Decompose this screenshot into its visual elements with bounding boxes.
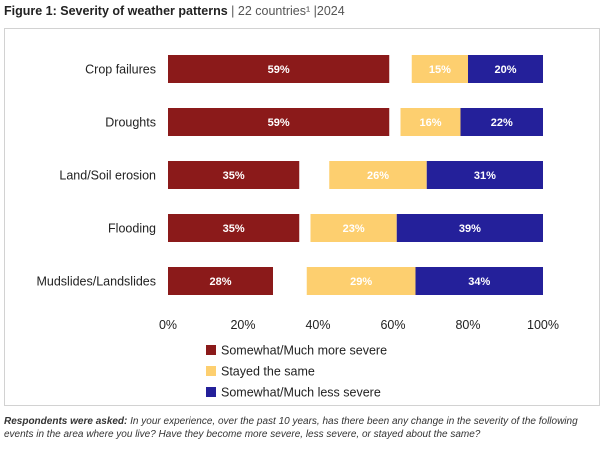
x-tick-label: 0%: [159, 318, 177, 332]
category-label: Crop failures: [85, 63, 156, 77]
category-label: Flooding: [108, 222, 156, 236]
bar-value-label: 15%: [429, 64, 451, 76]
category-label: Mudslides/Landslides: [36, 275, 156, 289]
category-label: Land/Soil erosion: [59, 169, 156, 183]
x-tick-label: 100%: [527, 318, 559, 332]
bar-segment: [310, 214, 397, 242]
legend-swatch: [206, 387, 216, 397]
bar-segment: [468, 55, 543, 83]
bar-value-label: 16%: [419, 117, 441, 129]
bar-segment: [168, 161, 300, 189]
bar-value-label: 28%: [209, 276, 231, 288]
legend-swatch: [206, 345, 216, 355]
survey-note: Respondents were asked: In your experien…: [4, 416, 608, 441]
bar-value-label: 20%: [494, 64, 516, 76]
x-tick-label: 80%: [455, 318, 480, 332]
bar-value-label: 35%: [223, 170, 245, 182]
bar-segment: [400, 108, 461, 136]
title-countries: 22 countries¹: [237, 4, 311, 18]
category-label: Droughts: [105, 116, 156, 130]
legend-swatch: [206, 366, 216, 376]
bar-value-label: 31%: [474, 170, 496, 182]
bar-segment: [168, 108, 390, 136]
chart-title: Figure 1: Severity of weather patterns |…: [4, 4, 345, 18]
bar-segment: [329, 161, 427, 189]
x-tick-label: 20%: [230, 318, 255, 332]
legend-label: Somewhat/Much more severe: [221, 344, 387, 358]
bar-segment: [396, 214, 543, 242]
bar-value-label: 34%: [468, 276, 490, 288]
bar-value-label: 35%: [223, 223, 245, 235]
bar-segment: [168, 267, 273, 295]
x-tick-label: 40%: [305, 318, 330, 332]
bar-value-label: 59%: [268, 64, 290, 76]
note-lead: Respondents were asked:: [4, 416, 128, 427]
bar-segment: [306, 267, 416, 295]
note-text: In your experience, over the past 10 yea…: [4, 416, 578, 440]
bar-segment: [168, 55, 390, 83]
bar-segment: [460, 108, 543, 136]
bar-segment: [426, 161, 543, 189]
bar-value-label: 29%: [350, 276, 372, 288]
title-year: 2024: [316, 4, 345, 18]
bar-value-label: 59%: [268, 117, 290, 129]
bar-segment: [168, 214, 300, 242]
bar-value-label: 39%: [459, 223, 481, 235]
bar-value-label: 26%: [367, 170, 389, 182]
chart-frame: [4, 28, 600, 406]
legend-label: Stayed the same: [221, 365, 315, 379]
title-separator: |: [231, 4, 235, 18]
bar-segment: [411, 55, 468, 83]
bar-value-label: 22%: [491, 117, 513, 129]
bar-value-label: 23%: [343, 223, 365, 235]
title-main: Figure 1: Severity of weather patterns: [4, 4, 228, 18]
bar-segment: [415, 267, 543, 295]
legend-label: Somewhat/Much less severe: [221, 386, 381, 400]
title-separator: |: [313, 4, 317, 18]
x-tick-label: 60%: [380, 318, 405, 332]
